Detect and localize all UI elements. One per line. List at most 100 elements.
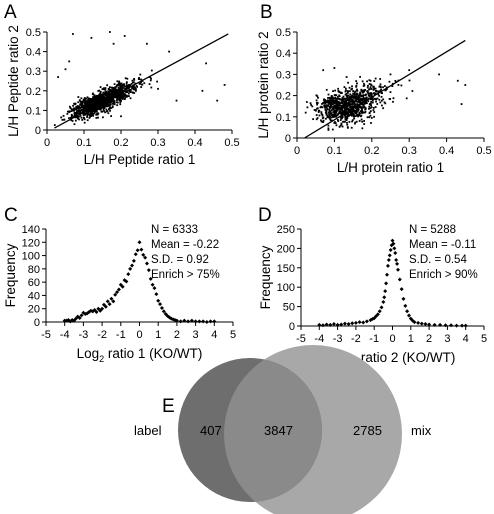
x-tick-label: 0.1	[327, 145, 342, 157]
scatter-point	[348, 104, 351, 107]
scatter-point	[389, 91, 392, 94]
scatter-point	[91, 109, 94, 112]
stat-line: N = 6333	[151, 224, 198, 236]
scatter-point	[132, 85, 134, 88]
scatter-point	[156, 80, 159, 83]
scatter-point	[337, 100, 340, 103]
scatter-point	[327, 124, 330, 127]
scatter-point	[386, 88, 388, 90]
scatter-point	[363, 99, 366, 102]
scatter-point-outlier	[175, 99, 178, 102]
panel-letter-d: D	[258, 205, 272, 226]
scatter-point	[115, 89, 118, 92]
scatter-point	[362, 103, 365, 106]
scatter-point	[122, 93, 125, 95]
frequency-point	[115, 290, 120, 295]
frequency-point	[201, 319, 206, 324]
scatter-point	[342, 100, 345, 103]
frequency-point	[387, 253, 392, 258]
frequency-point	[361, 320, 366, 325]
scatter-point	[343, 86, 346, 89]
scatter-point	[335, 110, 338, 113]
scatter-point	[98, 106, 101, 109]
scatter-point-outlier	[464, 84, 467, 86]
scatter-point	[75, 106, 78, 109]
scatter-point	[329, 101, 332, 104]
frequency-point	[397, 277, 402, 282]
scatter-point	[354, 111, 357, 114]
scatter-point	[112, 101, 115, 104]
scatter-point-outlier	[72, 33, 74, 35]
scatter-point	[325, 88, 328, 91]
scatter-point	[101, 106, 104, 109]
frequency-point	[154, 292, 159, 297]
scatter-point-outlier	[68, 60, 71, 63]
scatter-point	[85, 104, 87, 107]
scatter-point	[84, 98, 86, 101]
scatter-point	[344, 116, 347, 119]
scatter-point	[91, 98, 94, 101]
scatter-point	[352, 96, 355, 99]
panel-letter-c: C	[4, 205, 18, 226]
scatter-point	[119, 92, 122, 95]
frequency-point	[128, 266, 133, 271]
scatter-point	[408, 79, 411, 82]
x-axis-title-subscript: 2	[99, 354, 104, 364]
x-tick-label: 0.5	[224, 137, 239, 149]
scatter-point	[344, 99, 347, 102]
frequency-point	[189, 318, 194, 323]
scatter-point	[335, 124, 338, 127]
scatter-point	[378, 85, 381, 88]
scatter-point-outlier	[120, 115, 122, 118]
scatter-point	[117, 98, 120, 101]
y-tick-label: 0.2	[26, 86, 41, 98]
scatter-point	[123, 95, 125, 97]
scatter-point	[111, 96, 114, 99]
frequency-point	[357, 320, 362, 325]
y-tick-label: 0.5	[276, 27, 291, 39]
scatter-point	[320, 119, 322, 122]
scatter-point	[80, 97, 83, 100]
scatter-point	[309, 102, 312, 105]
frequency-point	[324, 322, 329, 327]
scatter-point	[109, 90, 112, 93]
x-tick-label: 3	[193, 329, 199, 341]
scatter-point	[83, 108, 86, 110]
scatter-point	[345, 107, 347, 110]
x-tick-label: 3	[444, 333, 450, 345]
scatter-point-outlier	[223, 84, 226, 86]
scatter-point	[321, 102, 323, 105]
scatter-point	[348, 90, 351, 93]
scatter-point	[361, 80, 364, 83]
scatter-point	[134, 87, 137, 90]
scatter-point	[88, 106, 91, 109]
scatter-point	[334, 121, 336, 123]
scatter-point	[140, 81, 142, 84]
scatter-point	[358, 93, 361, 96]
scatter-point	[346, 99, 349, 101]
scatter-point	[364, 101, 367, 104]
y-tick-label: 0.1	[276, 112, 291, 124]
scatter-point	[355, 98, 357, 100]
scatter-point	[368, 95, 371, 98]
x-tick-label: -1	[369, 333, 379, 345]
scatter-point	[388, 80, 391, 83]
scatter-point-outlier	[57, 76, 59, 78]
scatter-point	[82, 109, 85, 111]
scatter-point	[380, 99, 383, 102]
scatter-point	[318, 114, 321, 117]
scatter-point	[349, 96, 352, 99]
scatter-point	[375, 100, 377, 103]
scatter-point	[101, 93, 104, 96]
scatter-point	[337, 87, 340, 90]
frequency-point	[116, 287, 121, 292]
scatter-point	[356, 82, 358, 85]
scatter-point	[317, 109, 320, 112]
frequency-point	[141, 252, 146, 257]
scatter-point	[110, 107, 113, 109]
frequency-point	[432, 322, 437, 327]
venn-overlap-region	[224, 358, 322, 502]
scatter-point	[89, 105, 92, 107]
scatter-point	[98, 99, 101, 101]
scatter-point	[74, 119, 77, 122]
